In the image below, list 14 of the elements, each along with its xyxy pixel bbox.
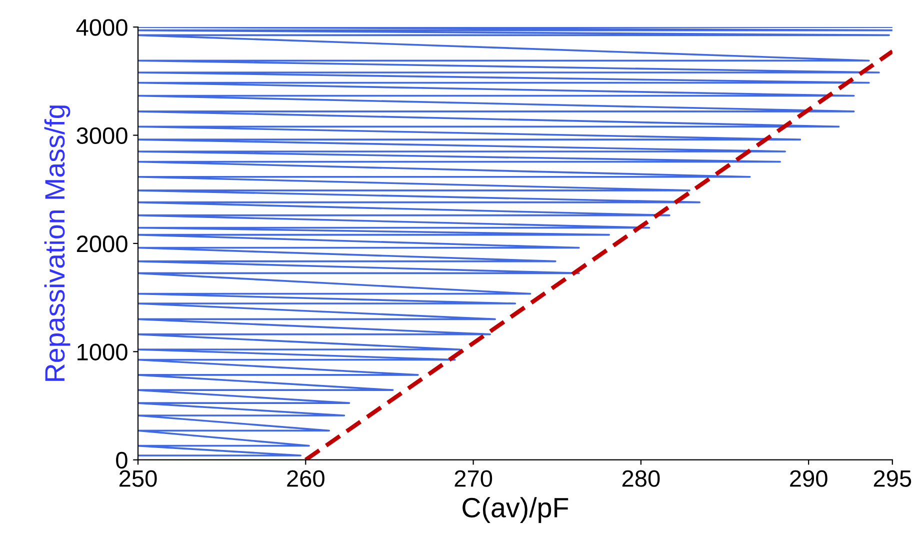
x-tick-label: 280 bbox=[622, 470, 660, 487]
x-tick-label: 250 bbox=[119, 470, 157, 487]
y-tick-label: 1000 bbox=[78, 344, 128, 360]
y-tick-label: 0 bbox=[116, 452, 128, 469]
y-axis-title: Repassivation Mass/fg bbox=[44, 106, 70, 381]
y-tick-label: 3000 bbox=[76, 127, 128, 144]
x-tick-label: 295 bbox=[874, 470, 912, 487]
y-tick-label: 4000 bbox=[76, 19, 128, 36]
line-series bbox=[138, 27, 892, 456]
x-tick-label: 260 bbox=[287, 470, 324, 487]
x-tick-label: 290 bbox=[790, 470, 828, 487]
x-tick-label: 270 bbox=[454, 470, 492, 487]
y-tick-label: 2000 bbox=[76, 236, 128, 252]
x-axis-title: C(av)/pF bbox=[462, 497, 568, 524]
